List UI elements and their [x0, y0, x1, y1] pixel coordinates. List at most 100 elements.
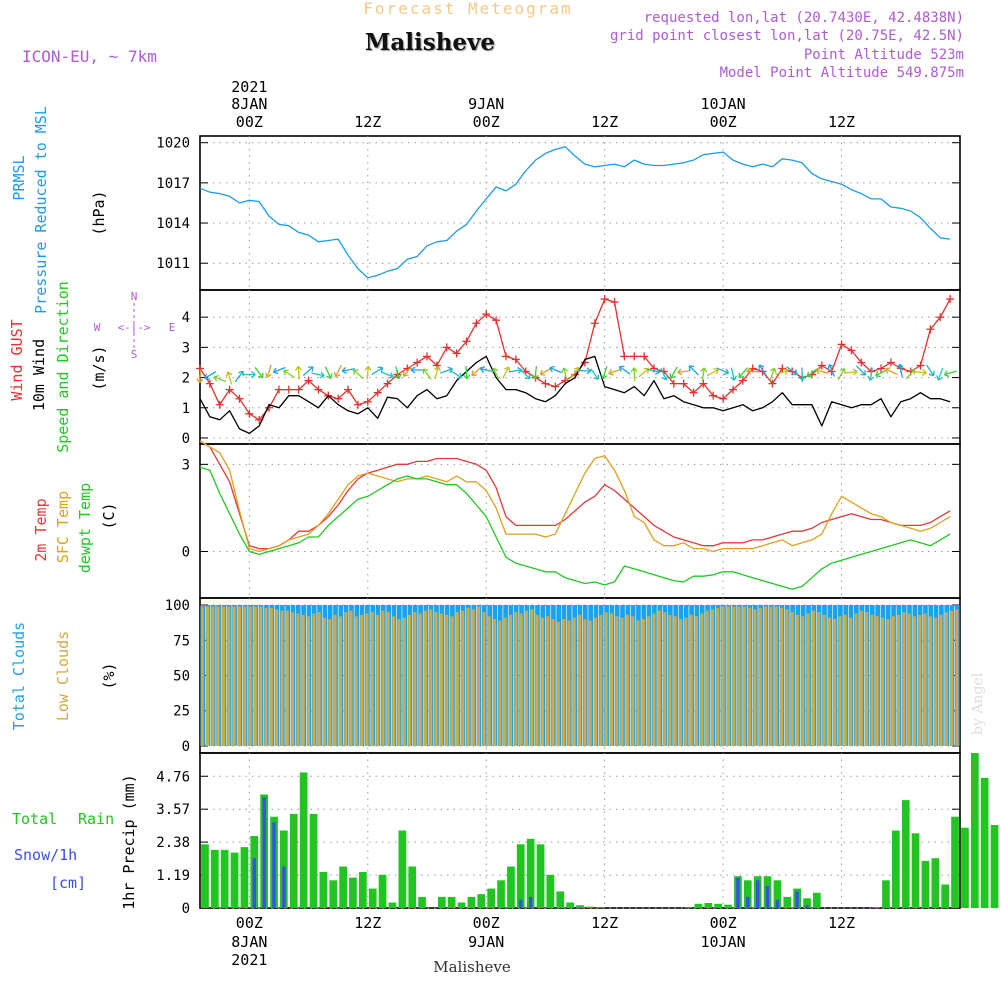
- gust-marker: [728, 385, 737, 394]
- top-date-label: 8JAN: [231, 95, 267, 113]
- low-cloud-bar: [301, 614, 305, 746]
- ytick-label-wind: 0: [182, 431, 190, 447]
- ytick-label-clouds: 25: [173, 704, 190, 720]
- wind-direction-arrow: [434, 366, 441, 380]
- temp-label-2m: 2m Temp: [32, 498, 50, 561]
- gust-marker: [452, 349, 461, 358]
- wind-arrow-glyph: [410, 366, 425, 374]
- low-cloud-bar: [737, 606, 741, 746]
- wind-arrow-glyph: [746, 367, 760, 375]
- rain-bar: [487, 888, 495, 908]
- precip-label-cm: [cm]: [50, 874, 86, 892]
- bottom-date-label: 10JAN: [701, 933, 746, 951]
- low-cloud-bar: [657, 610, 661, 746]
- wind-direction-arrow: [341, 366, 356, 374]
- wind-direction-arrow: [590, 368, 600, 381]
- wind-direction-arrow: [333, 364, 342, 378]
- rain-bar: [408, 866, 417, 908]
- ytick-label-wind: 2: [182, 371, 190, 387]
- wind-arrow-glyph: [758, 364, 768, 377]
- rain-bar: [230, 852, 239, 908]
- wind-direction-arrow: [294, 365, 302, 380]
- precip-label-total: Total: [12, 810, 57, 828]
- snow-bar: [746, 896, 750, 908]
- low-cloud-bar: [503, 617, 507, 746]
- wind-arrow-glyph: [913, 368, 927, 376]
- bottom-year-label: 2021: [231, 951, 267, 969]
- gust-marker: [699, 379, 708, 388]
- low-cloud-bar: [402, 617, 406, 746]
- low-cloud-bar: [227, 606, 231, 746]
- low-cloud-bar: [594, 617, 598, 746]
- footer-location: Malisheve: [433, 958, 511, 976]
- rain-bar: [684, 907, 693, 908]
- wind-direction-arrow: [758, 364, 768, 377]
- rain-bar: [339, 866, 347, 908]
- low-cloud-bar: [381, 610, 385, 746]
- wind-direction-arrow: [402, 365, 413, 377]
- wind-direction-arrow: [884, 367, 898, 376]
- snow-bar: [529, 896, 533, 908]
- ytick-label-clouds: 0: [182, 739, 190, 755]
- low-cloud-bar: [562, 619, 566, 746]
- rain-bar: [201, 844, 209, 908]
- rain-bar: [911, 833, 920, 908]
- rain-bar: [961, 827, 969, 908]
- wind-direction-arrow: [608, 368, 622, 376]
- rain-bar: [220, 849, 229, 908]
- low-cloud-bar: [317, 612, 321, 746]
- rain-bar: [378, 874, 387, 908]
- rain-bar: [359, 872, 367, 908]
- rain-bar: [921, 860, 930, 908]
- gust-marker: [284, 385, 293, 394]
- ytick-label-wind: 1: [182, 401, 190, 417]
- gust-marker: [719, 394, 728, 403]
- wind-direction-arrow: [630, 367, 638, 381]
- low-cloud-bar: [758, 607, 762, 746]
- gust-marker: [620, 352, 629, 361]
- pressure-label-prmsl: PRMSL: [10, 155, 28, 200]
- low-cloud-bar: [471, 609, 475, 746]
- rain-bar: [813, 892, 821, 908]
- rain-bar: [368, 888, 377, 908]
- rain-bar: [546, 874, 555, 908]
- gust-marker: [334, 394, 343, 403]
- low-cloud-bar: [652, 613, 656, 746]
- gust-marker: [423, 352, 432, 361]
- ytick-label-precip: 1.19: [156, 868, 190, 884]
- wind-direction-arrow: [786, 366, 798, 376]
- rain-bar: [329, 880, 338, 908]
- wind-direction-arrow: [491, 367, 500, 381]
- wind-direction-arrow: [738, 367, 748, 379]
- low-cloud-bar: [817, 612, 821, 746]
- low-cloud-bar: [285, 610, 289, 746]
- ytick-label-wind: 3: [182, 340, 190, 356]
- wind-direction-arrow: [896, 363, 904, 377]
- wind-arrow-glyph: [324, 366, 333, 379]
- low-cloud-bar: [599, 614, 603, 746]
- rain-bar: [447, 896, 456, 908]
- clouds-label-low: Low Clouds: [54, 631, 72, 721]
- temp-unit: (C): [100, 502, 118, 529]
- low-cloud-bar: [716, 607, 720, 746]
- low-cloud-bar: [253, 606, 257, 746]
- low-cloud-bar: [801, 616, 805, 746]
- wind-arrow-glyph: [311, 371, 325, 379]
- low-cloud-bar: [742, 606, 746, 746]
- precip-label-snow: Snow/1h: [14, 846, 77, 864]
- gust-marker: [600, 295, 609, 304]
- wind-arrow-glyph: [283, 369, 296, 379]
- wind-direction-arrow: [806, 368, 818, 378]
- gust-marker: [462, 337, 471, 346]
- low-cloud-bar: [572, 617, 576, 746]
- rain-bar: [240, 847, 249, 908]
- wind-direction-arrow: [471, 366, 483, 377]
- low-cloud-bar: [487, 616, 491, 746]
- gust-marker: [205, 379, 214, 388]
- low-cloud-bar: [493, 619, 497, 746]
- snow-bar: [775, 899, 780, 908]
- snow-bar: [252, 858, 256, 908]
- ytick-label-clouds: 75: [173, 633, 190, 649]
- top-date-label: 9JAN: [468, 95, 504, 113]
- wind-arrow-glyph: [422, 368, 432, 380]
